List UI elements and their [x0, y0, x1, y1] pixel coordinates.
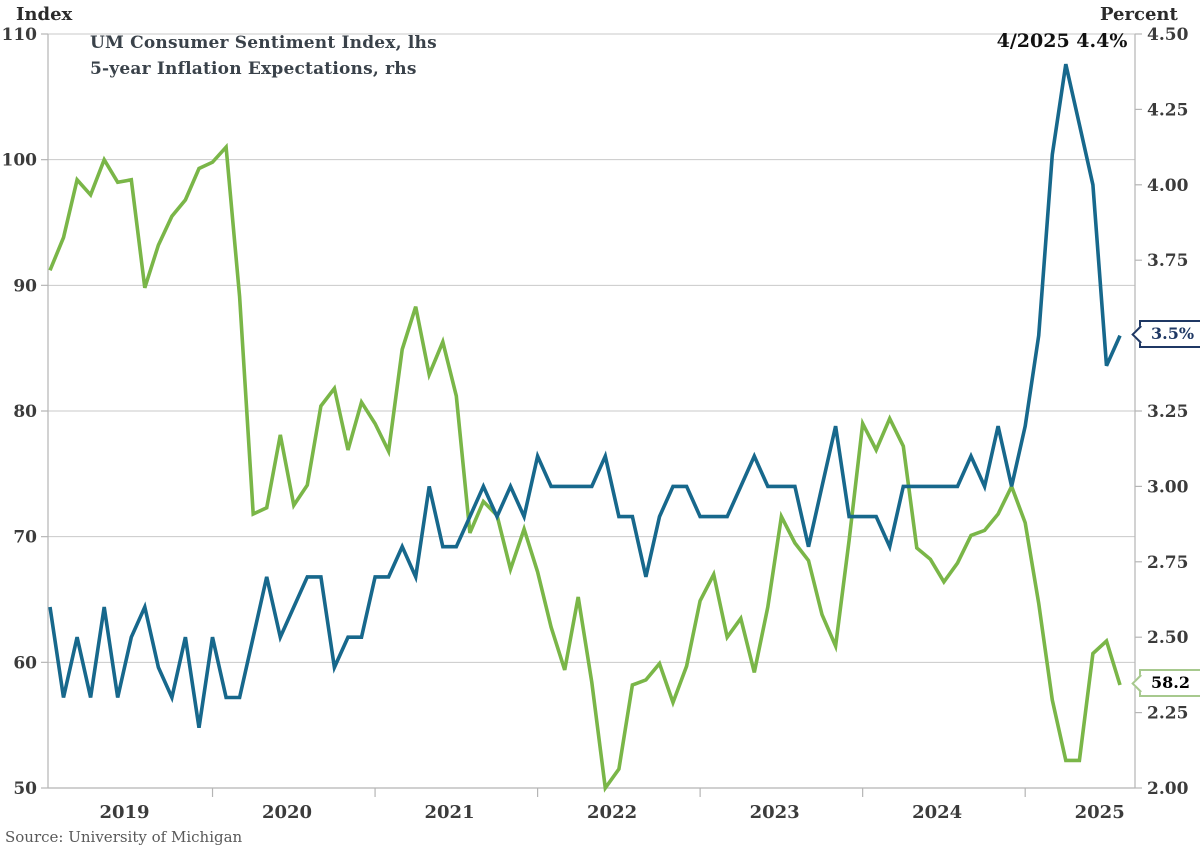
- legend-item-sentiment: UM Consumer Sentiment Index, lhs: [60, 30, 437, 56]
- legend-label-sentiment: UM Consumer Sentiment Index, lhs: [90, 33, 437, 53]
- year-label: 2020: [262, 802, 312, 823]
- right-tick-label: 3.75: [1147, 251, 1188, 271]
- right-tick-label: 3.25: [1147, 402, 1188, 422]
- legend-label-expectations: 5-year Inflation Expectations, rhs: [90, 59, 417, 79]
- right-tick-label: 2.50: [1147, 628, 1189, 648]
- peak-annotation: 4/2025 4.4%: [996, 30, 1128, 52]
- right-tick-label: 4.00: [1147, 176, 1189, 196]
- year-label: 2024: [912, 802, 962, 823]
- expectations-line-swatch-icon: [60, 67, 83, 71]
- left-tick-label: 60: [13, 653, 37, 673]
- legend-item-expectations: 5-year Inflation Expectations, rhs: [60, 56, 437, 82]
- right-axis-title: Percent: [1100, 4, 1178, 25]
- right-tick-label: 4.25: [1147, 100, 1188, 120]
- left-tick-label: 90: [13, 276, 37, 296]
- right-tick-label: 3.00: [1147, 477, 1189, 497]
- year-label: 2021: [425, 802, 475, 823]
- left-tick-label: 100: [2, 151, 38, 171]
- year-label: 2023: [750, 802, 800, 823]
- year-label: 2022: [587, 802, 637, 823]
- year-label: 2025: [1075, 802, 1125, 823]
- source-note: Source: University of Michigan: [5, 828, 243, 846]
- left-tick-label: 80: [13, 402, 37, 422]
- left-axis-title: Index: [16, 4, 73, 25]
- right-tick-label: 2.25: [1147, 704, 1188, 724]
- right-tick-label: 4.50: [1147, 25, 1189, 45]
- sentiment-line: [48, 142, 1122, 793]
- legend: UM Consumer Sentiment Index, lhs 5-year …: [60, 30, 437, 82]
- right-tick-label: 2.00: [1147, 779, 1189, 799]
- left-tick-label: 70: [13, 528, 37, 548]
- callout-expectations-value: 3.5%: [1139, 319, 1200, 348]
- sentiment-line-swatch-icon: [60, 41, 83, 45]
- left-tick-label: 50: [13, 779, 37, 799]
- expectations-line: [48, 63, 1122, 728]
- year-label: 2019: [99, 802, 149, 823]
- callout-sentiment-value: 58.2: [1139, 668, 1200, 697]
- left-tick-label: 110: [2, 25, 38, 45]
- right-tick-label: 2.75: [1147, 553, 1188, 573]
